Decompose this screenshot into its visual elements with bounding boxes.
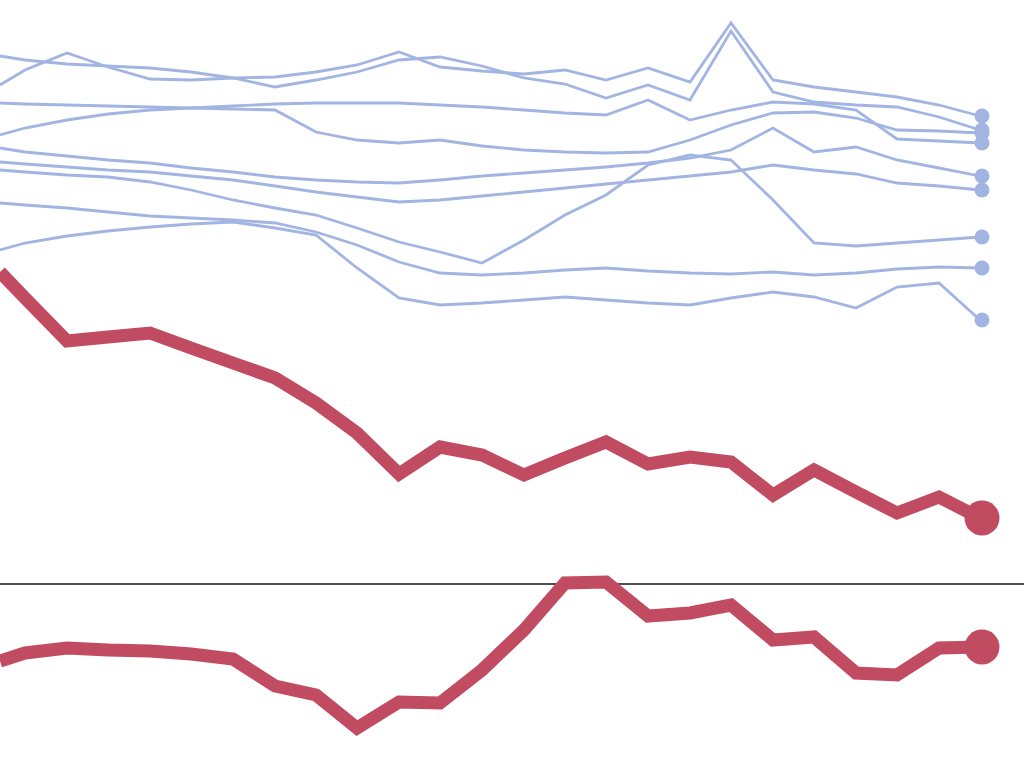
context-line-7-endpoint-dot bbox=[975, 230, 990, 245]
chart-canvas bbox=[0, 0, 1024, 757]
context-line-8 bbox=[0, 203, 980, 275]
context-line-9-endpoint-dot bbox=[975, 313, 990, 328]
context-line-5 bbox=[0, 128, 980, 183]
highlight-line-lower-endpoint-dot bbox=[965, 630, 1000, 665]
context-line-5-endpoint-dot bbox=[975, 169, 990, 184]
highlight-line-upper bbox=[0, 272, 980, 518]
highlight-line-upper-endpoint-dot bbox=[965, 501, 1000, 536]
context-line-1-endpoint-dot bbox=[975, 109, 990, 124]
line-chart bbox=[0, 0, 1024, 757]
context-line-2-endpoint-dot bbox=[975, 123, 990, 138]
highlight-line-lower bbox=[0, 582, 980, 728]
context-line-9 bbox=[0, 222, 980, 320]
context-line-8-endpoint-dot bbox=[975, 261, 990, 276]
context-line-6-endpoint-dot bbox=[975, 183, 990, 198]
